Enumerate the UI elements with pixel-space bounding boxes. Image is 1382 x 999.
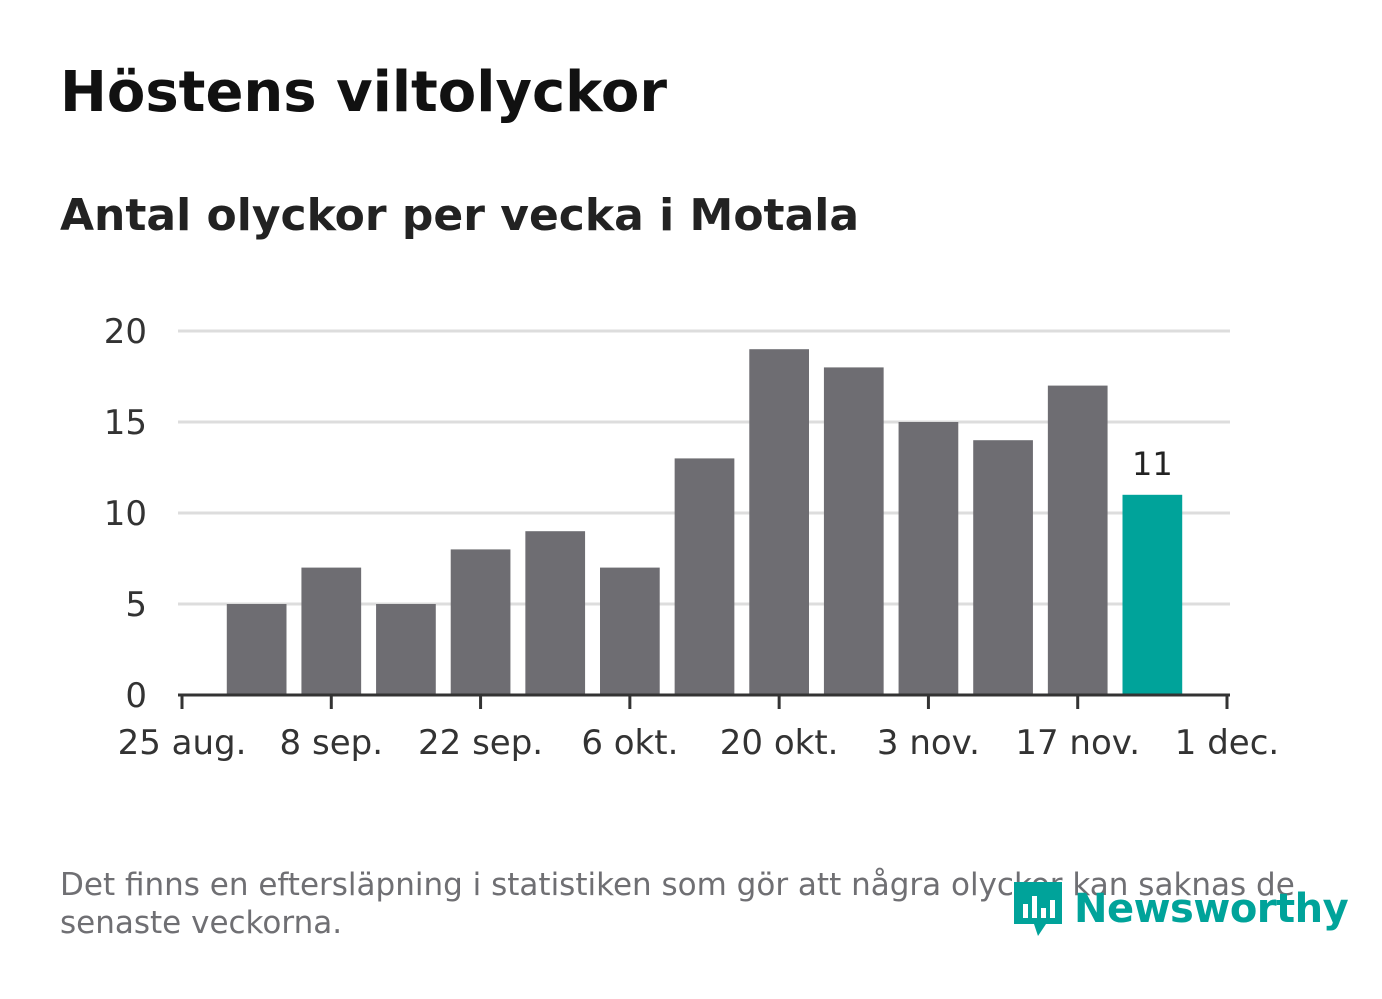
y-tick-label: 15 [104, 403, 147, 443]
brand-logo: Newsworthy [1012, 878, 1349, 940]
x-tick-label: 17 nov. [1015, 723, 1140, 763]
brand-name: Newsworthy [1074, 886, 1349, 932]
bar [301, 567, 362, 695]
x-tick-label: 22 sep. [418, 723, 543, 763]
newsworthy-logo-icon [1014, 882, 1062, 936]
axes [178, 693, 1230, 709]
footnote: Det finns en eftersläpning i statistiken… [60, 867, 1295, 941]
x-tick-label: 8 sep. [280, 723, 383, 763]
bar [450, 549, 511, 695]
bar-value-label: 11 [1132, 445, 1173, 483]
bar [749, 349, 809, 695]
y-tick-label: 20 [104, 312, 147, 352]
x-tick-label: 6 okt. [581, 723, 678, 763]
x-tick-label: 25 aug. [118, 723, 247, 763]
bar [1122, 494, 1183, 695]
y-tick-label: 5 [125, 585, 147, 625]
chart-subtitle: Antal olyckor per vecka i Motala [60, 190, 860, 241]
x-tick-label: 20 okt. [720, 723, 839, 763]
bar [525, 531, 586, 695]
bar [674, 458, 735, 695]
bar [898, 422, 959, 695]
bar [1047, 385, 1108, 695]
chart-title: Höstens viltolyckor [60, 60, 667, 125]
y-tick-label: 0 [125, 676, 147, 716]
bar [226, 604, 287, 695]
bar [600, 567, 660, 695]
x-tick-label: 3 nov. [877, 723, 980, 763]
bar [823, 367, 884, 695]
bar [376, 604, 436, 695]
bar [973, 440, 1033, 695]
x-tick-label: 1 dec. [1175, 723, 1279, 763]
labels: 0 5 10 15 20 11 25 aug. 8 sep. 22 sep. 6 okt. 20 o… [104, 312, 1279, 763]
bars [226, 349, 1183, 695]
y-tick-label: 10 [104, 494, 147, 534]
